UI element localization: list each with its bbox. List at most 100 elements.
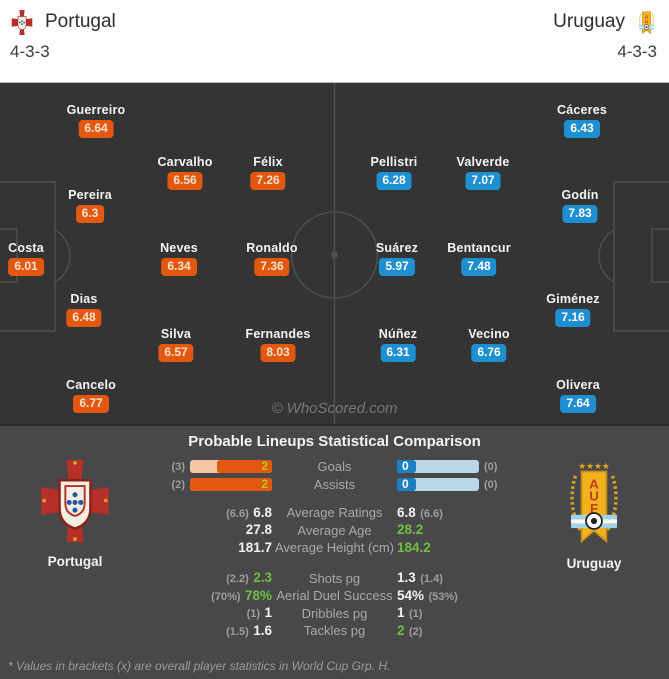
player-rating-badge[interactable]: 7.64 xyxy=(560,395,596,413)
stat-label: Assists xyxy=(313,477,356,492)
away-stat-value: 2 xyxy=(397,622,405,638)
player-rating-badge[interactable]: 6.76 xyxy=(471,344,507,362)
player-name[interactable]: Pellistri xyxy=(370,155,418,169)
player-rating-badge[interactable]: 6.31 xyxy=(380,344,416,362)
away-team-header[interactable]: Uruguay A U xyxy=(553,9,657,35)
player-silva[interactable]: Silva 6.57 xyxy=(158,327,194,362)
away-stat-bar: 0 xyxy=(397,460,479,473)
stat-label: Aerial Duel Success xyxy=(276,588,393,604)
player-name[interactable]: Ronaldo xyxy=(246,241,298,255)
player-vecino[interactable]: Vecino 6.76 xyxy=(468,327,510,362)
player-rating-badge[interactable]: 6.57 xyxy=(158,344,194,362)
player-name[interactable]: Carvalho xyxy=(157,155,213,169)
player-carvalho[interactable]: Carvalho 6.56 xyxy=(157,155,212,190)
player-name[interactable]: Félix xyxy=(253,155,283,169)
home-stat-cell: 27.8 xyxy=(150,521,272,539)
player-rating-badge[interactable]: 7.26 xyxy=(250,172,286,190)
home-stat-value: 2 xyxy=(261,478,268,491)
svg-text:★★★★: ★★★★ xyxy=(578,462,610,472)
away-team-name[interactable]: Uruguay xyxy=(553,11,625,32)
player-neves[interactable]: Neves 6.34 xyxy=(160,241,198,276)
player-costa[interactable]: Costa 6.01 xyxy=(8,241,44,276)
home-stat-bar-fill xyxy=(190,478,272,491)
home-overall-bracket: (70%) xyxy=(211,590,241,603)
home-team-header[interactable]: Portugal xyxy=(10,9,116,35)
home-team-name[interactable]: Portugal xyxy=(45,11,116,32)
player-rating-badge[interactable]: 6.34 xyxy=(161,258,197,276)
away-overall-bracket: (53%) xyxy=(428,590,458,603)
player-rating-badge[interactable]: 6.01 xyxy=(8,258,44,276)
player-rating-badge[interactable]: 6.43 xyxy=(564,120,600,138)
player-name[interactable]: Bentancur xyxy=(447,241,511,255)
svg-text:F: F xyxy=(590,501,598,516)
stat-bar-row: (3) 2 Goals 0 (0) xyxy=(150,458,519,475)
player-gimenez[interactable]: Giménez 7.16 xyxy=(546,292,600,327)
player-name[interactable]: Costa xyxy=(8,241,44,255)
player-guerreiro[interactable]: Guerreiro 6.64 xyxy=(67,103,126,138)
home-stat-cell: (3) 2 xyxy=(150,460,272,473)
player-name[interactable]: Pereira xyxy=(68,188,112,202)
stat-label: Average Age xyxy=(297,522,372,538)
portugal-crest-large-icon xyxy=(41,460,109,547)
player-felix[interactable]: Félix 7.26 xyxy=(250,155,286,190)
player-rating-badge[interactable]: 5.97 xyxy=(379,258,415,276)
player-name[interactable]: Olivera xyxy=(556,378,600,392)
player-bentancur[interactable]: Bentancur 7.48 xyxy=(447,241,511,276)
player-rating-badge[interactable]: 7.07 xyxy=(465,172,501,190)
player-cancelo[interactable]: Cancelo 6.77 xyxy=(66,378,116,413)
player-suarez[interactable]: Suárez 5.97 xyxy=(376,241,418,276)
home-overall-bracket: (2) xyxy=(171,478,185,491)
player-dias[interactable]: Dias 6.48 xyxy=(66,292,102,327)
player-rating-badge[interactable]: 6.3 xyxy=(75,205,105,223)
player-name[interactable]: Silva xyxy=(160,327,192,341)
player-rating-badge[interactable]: 7.16 xyxy=(555,309,591,327)
player-name[interactable]: Fernandes xyxy=(245,327,311,341)
away-stat-cell: 2 (2) xyxy=(397,622,519,640)
home-stat-bar: 2 xyxy=(190,460,272,473)
player-name[interactable]: Godín xyxy=(561,188,599,202)
player-rating-badge[interactable]: 7.48 xyxy=(461,258,497,276)
player-valverde[interactable]: Valverde 7.07 xyxy=(456,155,509,190)
stats-panel-title: Probable Lineups Statistical Comparison xyxy=(188,433,481,450)
svg-text:U: U xyxy=(589,489,599,504)
player-name[interactable]: Cancelo xyxy=(65,378,117,392)
player-rating-badge[interactable]: 6.77 xyxy=(73,395,109,413)
player-olivera[interactable]: Olivera 7.64 xyxy=(556,378,600,413)
player-name[interactable]: Neves xyxy=(160,241,198,255)
stat-text-row: 27.8 Average Age 28.2 xyxy=(150,522,519,540)
home-stat-value: 27.8 xyxy=(245,522,272,538)
player-rating-badge[interactable]: 8.03 xyxy=(260,344,296,362)
away-stat-cell: 54% (53%) xyxy=(397,587,519,605)
stat-text-row: (70%) 78% Aerial Duel Success 54% (53%) xyxy=(150,587,519,605)
player-rating-badge[interactable]: 6.28 xyxy=(376,172,412,190)
player-rating-badge[interactable]: 6.48 xyxy=(66,309,102,327)
away-overall-bracket: (1) xyxy=(408,608,423,621)
home-stat-cell: (2) 2 xyxy=(150,478,272,491)
player-caceres[interactable]: Cáceres 6.43 xyxy=(557,103,607,138)
player-ronaldo[interactable]: Ronaldo 7.36 xyxy=(246,241,298,276)
stat-text-row: (2.2) 2.3 Shots pg 1.3 (1.4) xyxy=(150,570,519,588)
player-name[interactable]: Núñez xyxy=(378,327,418,341)
player-name[interactable]: Suárez xyxy=(375,241,419,255)
player-rating-badge[interactable]: 6.56 xyxy=(167,172,203,190)
player-name[interactable]: Valverde xyxy=(456,155,510,169)
home-stat-value: 2 xyxy=(261,460,268,473)
player-fernandes[interactable]: Fernandes 8.03 xyxy=(245,327,310,362)
player-rating-badge[interactable]: 7.83 xyxy=(562,205,598,223)
player-name[interactable]: Guerreiro xyxy=(66,103,126,117)
player-rating-badge[interactable]: 6.64 xyxy=(78,120,114,138)
player-pereira[interactable]: Pereira 6.3 xyxy=(68,188,112,223)
player-name[interactable]: Giménez xyxy=(546,292,600,306)
player-name[interactable]: Cáceres xyxy=(556,103,608,117)
away-overall-bracket: (6.6) xyxy=(420,507,443,520)
home-overall-bracket: (6.6) xyxy=(226,507,249,520)
player-name[interactable]: Vecino xyxy=(468,327,510,341)
player-godin[interactable]: Godín 7.83 xyxy=(561,188,598,223)
player-name[interactable]: Dias xyxy=(70,292,98,306)
player-nunez[interactable]: Núñez 6.31 xyxy=(379,327,418,362)
player-rating-badge[interactable]: 7.36 xyxy=(254,258,290,276)
stat-bar-row: (2) 2 Assists 0 (0) xyxy=(150,476,519,493)
player-pellistri[interactable]: Pellistri 6.28 xyxy=(371,155,418,190)
away-stat-value: 6.8 xyxy=(397,504,416,520)
away-stat-cell: 6.8 (6.6) xyxy=(397,504,519,522)
